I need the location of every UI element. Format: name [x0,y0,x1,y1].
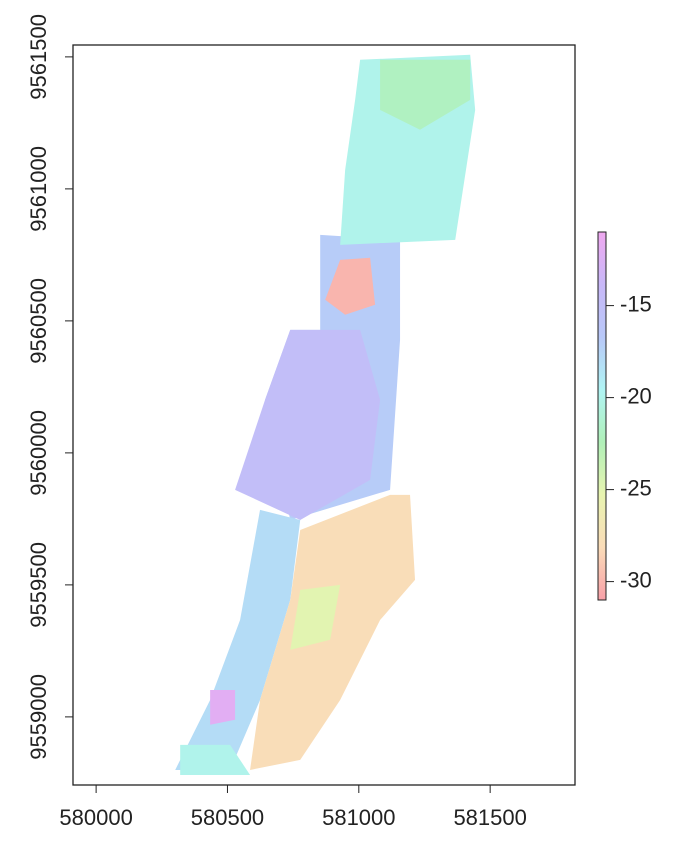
chart: 580000 580500 581000 581500 9559000 9559500 95… [0,0,678,848]
y-tick-label: 9559500 [26,542,51,628]
colorbar-tick-label: -20 [620,383,652,408]
y-tick-label: 9560500 [26,278,51,364]
colorbar-tick-label: -30 [620,567,652,592]
y-tick-label: 9560000 [26,410,51,496]
x-tick-label: 580000 [59,805,132,830]
y-tick-label: 9559000 [26,674,51,760]
colorbar [598,232,606,600]
x-tick-label: 580500 [191,805,264,830]
page: {"chart_data": { "type": "raster", "xlim… [0,0,678,848]
y-tick-label: 9561000 [26,146,51,232]
x-tick-label: 581000 [322,805,395,830]
raster-region [210,690,235,725]
colorbar-tick-label: -25 [620,475,652,500]
y-tick-label: 9561500 [26,14,51,100]
raster-region [180,745,250,775]
colorbar-tick-label: -15 [620,291,652,316]
x-tick-label: 581500 [453,805,526,830]
